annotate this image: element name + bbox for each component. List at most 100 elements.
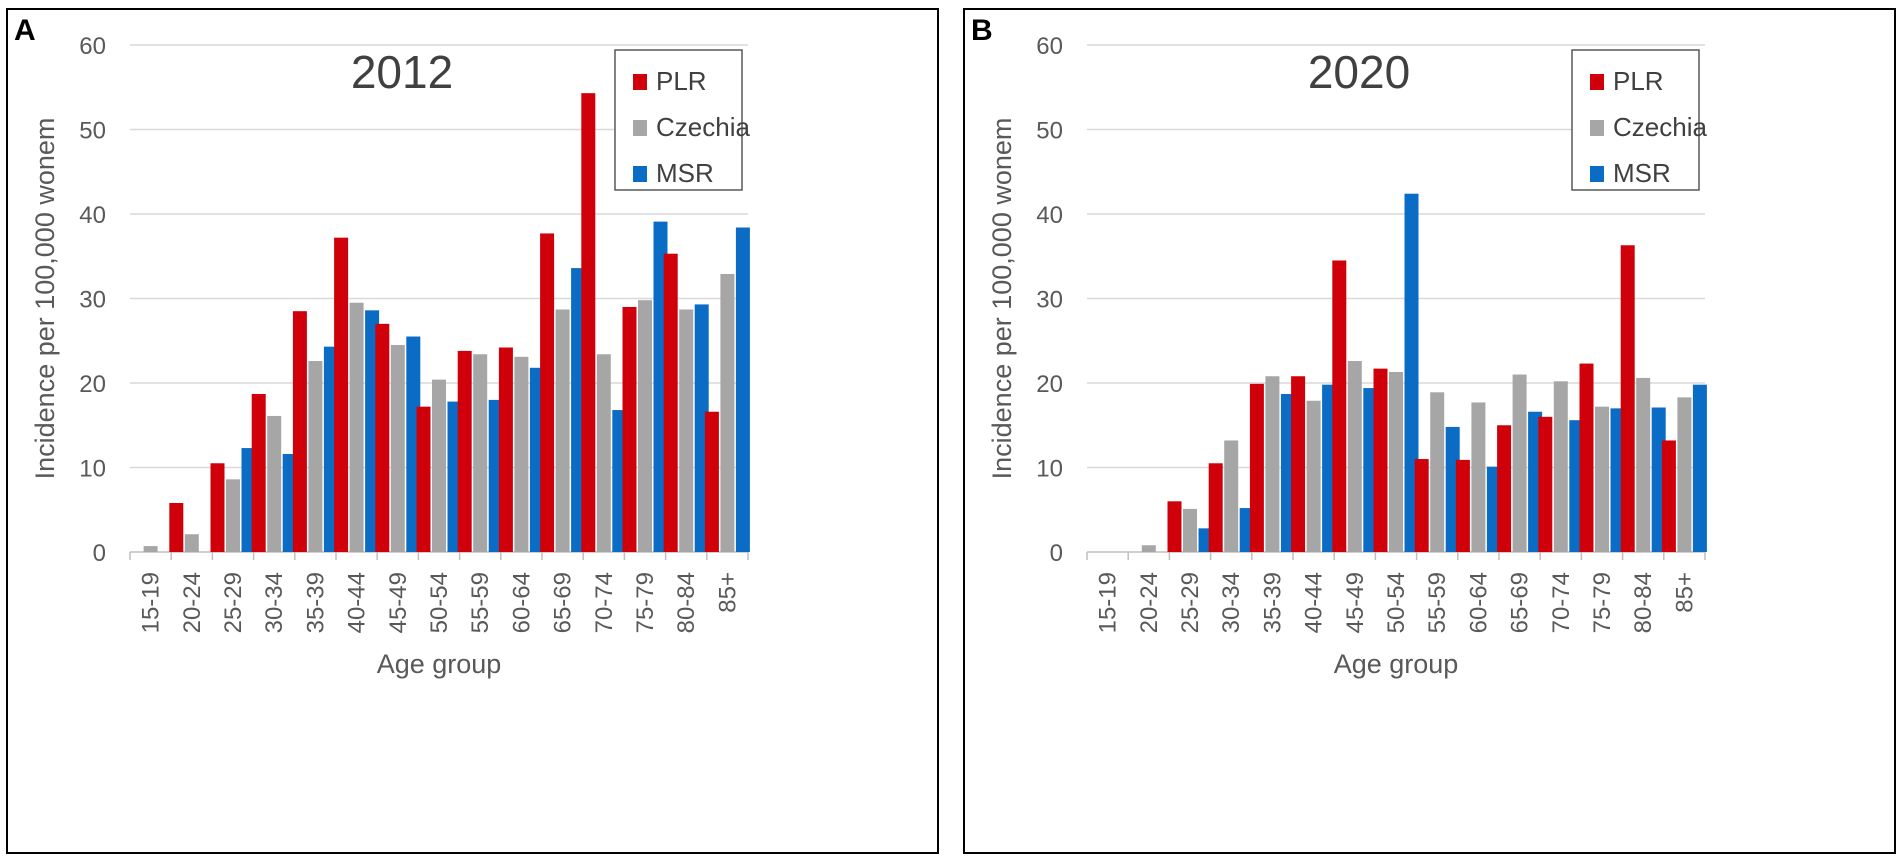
legend-label-msr: MSR [1613,158,1671,188]
legend-label-czechia: Czechia [1613,112,1707,142]
x-tick-label: 60-64 [1465,572,1492,633]
bar-czechia-70-74 [1553,381,1568,552]
y-tick-label: 10 [1036,456,1063,483]
bar-plr-50-54 [416,406,431,552]
y-tick-label: 20 [79,371,106,398]
x-tick-label: 30-34 [261,572,288,633]
x-tick-label: 45-49 [385,572,412,633]
x-tick-label: 50-54 [426,572,453,633]
bar-czechia-55-59 [1430,392,1445,552]
bar-plr-75-79 [622,306,637,552]
bar-czechia-85+ [1677,397,1692,552]
bar-plr-80-84 [663,253,678,552]
bar-czechia-35-39 [1265,376,1280,552]
bar-czechia-70-74 [596,354,611,552]
bar-czechia-55-59 [473,354,488,552]
panel-label: B [971,14,993,47]
bar-czechia-40-44 [1306,400,1321,552]
bar-czechia-20-24 [1141,545,1156,552]
bar-czechia-50-54 [1389,372,1403,552]
x-tick-label: 20-24 [179,572,206,633]
bar-plr-30-34 [1208,463,1223,552]
legend-swatch-czechia [633,120,647,136]
chart-title: 2012 [351,46,453,98]
x-tick-label: 65-69 [550,572,577,633]
bar-plr-55-59 [1414,459,1429,552]
bar-plr-85+ [704,411,719,552]
chart-a: A 0 10 20 30 40 50 60 15-19 20-24 25-29 30-34 35-39 4… [14,14,750,679]
bar-czechia-75-79 [1595,406,1609,552]
bar-plr-35-39 [1249,383,1264,552]
bar-plr-80-84 [1620,245,1635,552]
bar-czechia-50-54 [432,379,446,552]
y-axis-title: Incidence per 100,000 wonem [987,118,1017,480]
bar-plr-45-49 [1332,260,1347,552]
x-tick-label: 40-44 [1301,572,1328,633]
chart-title: 2020 [1308,46,1410,98]
bar-czechia-80-84 [679,309,694,552]
x-tick-label: 70-74 [591,572,618,633]
panel-label: A [14,14,36,47]
bar-msr-85+ [1692,384,1707,552]
x-tick-label: 50-54 [1383,572,1410,633]
y-tick-label: 10 [79,456,106,483]
bar-czechia-45-49 [390,344,405,552]
bar-plr-60-64 [1455,459,1470,552]
legend-swatch-plr [633,74,647,90]
bar-plr-35-39 [292,311,307,552]
bar-plr-30-34 [251,393,266,552]
bar-plr-70-74 [581,93,596,552]
x-tick-label: 30-34 [1218,572,1245,633]
x-tick-label: 35-39 [302,572,329,633]
bar-plr-85+ [1661,440,1676,552]
x-tick-label: 85+ [1671,572,1698,613]
bar-plr-70-74 [1538,416,1553,552]
bar-plr-25-29 [210,463,225,552]
bar-plr-20-24 [169,502,184,552]
x-tick-label: 80-84 [673,572,700,633]
y-tick-label: 0 [93,540,106,567]
bar-czechia-65-69 [555,309,570,552]
bar-czechia-30-34 [267,415,282,552]
bar-czechia-65-69 [1512,374,1527,552]
bar-plr-40-44 [334,237,349,552]
y-axis-title: Incidence per 100,000 wonem [30,118,60,480]
y-tick-label: 60 [79,33,106,60]
y-tick-label: 60 [1036,33,1063,60]
x-tick-label: 45-49 [1342,572,1369,633]
bar-msr-85+ [735,227,750,552]
chart-panel-b: B 0 10 20 30 40 50 60 15-19 20-24 25-29 30-34 35-39 4… [963,8,1896,854]
y-tick-label: 20 [1036,371,1063,398]
bar-plr-55-59 [457,350,472,552]
legend-label-msr: MSR [656,158,714,188]
bar-plr-65-69 [1497,425,1512,552]
x-tick-label: 55-59 [467,572,494,633]
bar-czechia-25-29 [226,479,240,552]
legend-label-plr: PLR [1613,66,1664,96]
y-tick-label: 30 [79,287,106,314]
y-tick-label: 50 [79,118,106,145]
bar-czechia-20-24 [184,534,199,552]
bar-czechia-75-79 [638,300,652,552]
x-tick-label: 25-29 [1177,572,1204,633]
bar-czechia-25-29 [1183,508,1197,552]
bar-plr-60-64 [498,347,513,552]
y-tick-label: 40 [79,202,106,229]
bar-plr-45-49 [375,323,390,552]
bar-plr-25-29 [1167,501,1182,552]
y-tick-label: 0 [1050,540,1063,567]
x-tick-label: 25-29 [220,572,247,633]
chart-b: B 0 10 20 30 40 50 60 15-19 20-24 25-29 30-34 35-39 4… [971,14,1707,679]
x-axis-title: Age group [377,649,502,679]
bar-czechia-15-19 [143,546,158,552]
x-tick-label: 75-79 [1589,572,1616,633]
legend-swatch-msr [1590,166,1604,182]
bar-plr-65-69 [540,233,555,552]
x-tick-label: 85+ [714,572,741,613]
x-axis-title: Age group [1334,649,1459,679]
bar-czechia-60-64 [1471,402,1486,552]
legend-swatch-czechia [1590,120,1604,136]
x-tick-label: 15-19 [1095,572,1122,633]
bar-czechia-80-84 [1636,377,1651,552]
legend-label-czechia: Czechia [656,112,750,142]
